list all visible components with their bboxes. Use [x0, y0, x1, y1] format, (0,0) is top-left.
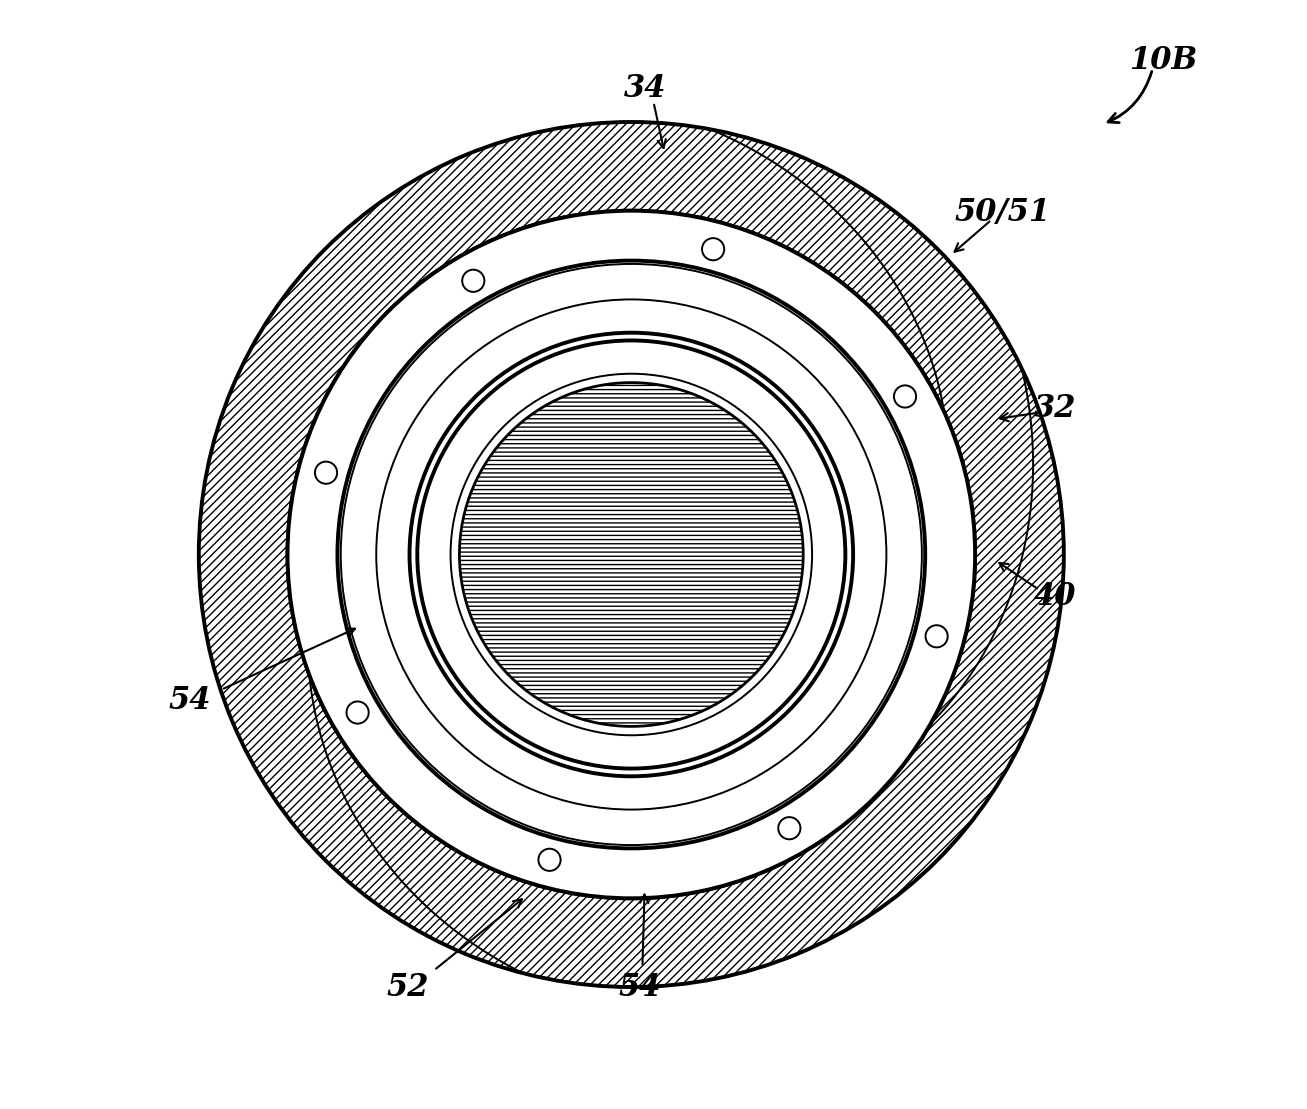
Circle shape: [894, 386, 916, 408]
Text: 10B: 10B: [1129, 45, 1197, 77]
Text: 40: 40: [1034, 581, 1076, 612]
Circle shape: [460, 383, 804, 726]
Text: 52: 52: [386, 971, 429, 1003]
Circle shape: [778, 817, 800, 840]
Text: 54: 54: [620, 971, 661, 1003]
Circle shape: [925, 625, 948, 648]
Circle shape: [538, 848, 561, 871]
Circle shape: [417, 340, 846, 769]
Circle shape: [346, 702, 369, 724]
Circle shape: [315, 461, 337, 484]
Circle shape: [463, 269, 485, 292]
Text: 54: 54: [169, 685, 212, 716]
Text: 50/51: 50/51: [955, 197, 1051, 228]
Circle shape: [702, 238, 724, 261]
Text: 34: 34: [623, 73, 665, 104]
Text: 32: 32: [1034, 393, 1076, 424]
